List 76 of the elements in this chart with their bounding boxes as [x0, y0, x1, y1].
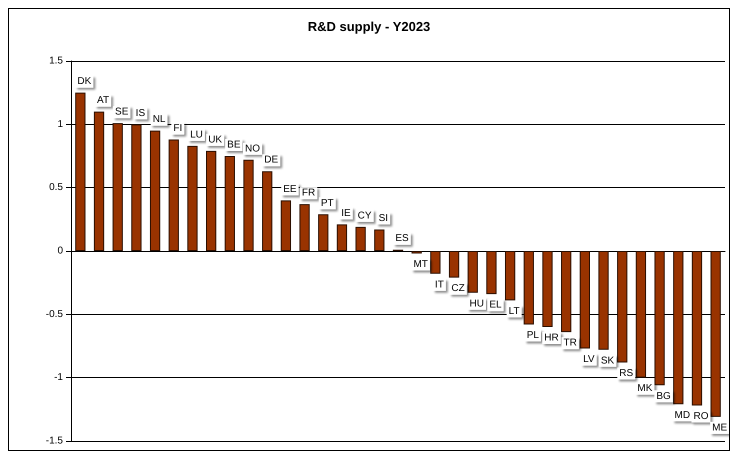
bar — [243, 160, 254, 251]
x-tick-label: IS — [136, 108, 146, 119]
x-tick-label: PT — [320, 198, 334, 209]
x-tick-label: SE — [115, 106, 129, 118]
bar — [673, 251, 684, 404]
y-tick-label: -1 — [54, 372, 64, 384]
bar — [504, 251, 516, 300]
bar — [224, 156, 235, 251]
x-tick-label: NL — [152, 114, 166, 126]
bar — [542, 251, 553, 327]
bar — [131, 124, 142, 251]
x-tick-label: BG — [656, 390, 672, 402]
bar — [710, 251, 721, 417]
x-tick-label: LU — [190, 129, 203, 140]
x-tick-label: RO — [693, 411, 709, 422]
x-tick-label: AT — [97, 95, 110, 106]
x-tick-label: IT — [434, 279, 444, 290]
x-tick-label: ES — [395, 233, 409, 244]
x-tick-label: IE — [341, 208, 351, 219]
bar — [692, 251, 702, 406]
bar — [561, 251, 572, 332]
y-tick-label: 0 — [57, 246, 64, 256]
y-tick-label: 1.5 — [49, 56, 64, 66]
y-tick-label: -0.5 — [46, 308, 64, 320]
bar — [187, 146, 198, 251]
bar — [299, 204, 310, 251]
bar — [75, 92, 86, 251]
x-tick-label: EE — [283, 184, 297, 195]
bar — [617, 251, 628, 362]
bar — [336, 224, 348, 251]
bar — [430, 251, 441, 274]
x-tick-label: SI — [378, 212, 388, 224]
x-tick-label: MK — [637, 383, 653, 394]
bar — [486, 251, 497, 294]
x-tick-label: FR — [302, 188, 316, 199]
bar — [654, 251, 665, 386]
x-tick-label: CZ — [451, 283, 465, 294]
x-tick-label: DE — [264, 154, 278, 166]
x-tick-label: LV — [583, 354, 595, 366]
x-tick-label: BE — [227, 140, 241, 150]
x-tick-label: LT — [508, 306, 520, 317]
x-tick-label: HU — [470, 298, 484, 310]
bar — [168, 140, 179, 251]
x-tick-label: PL — [526, 330, 540, 341]
x-tick-label: HR — [544, 332, 559, 344]
bar — [94, 112, 104, 251]
bar — [280, 200, 292, 251]
bar — [374, 229, 384, 251]
y-tick-label: 0.5 — [49, 182, 64, 194]
bar — [206, 150, 216, 251]
bar — [598, 251, 609, 350]
chart-title: R&D supply - Y2023 — [308, 19, 430, 34]
x-tick-label: EL — [489, 300, 502, 311]
bar — [468, 251, 478, 293]
x-tick-label: MT — [413, 259, 428, 270]
bar — [318, 214, 328, 251]
x-tick-label: RS — [619, 368, 634, 379]
x-tick-label: FI — [173, 123, 182, 134]
y-tick-label: -1.5 — [46, 436, 64, 446]
x-tick-label: ME — [712, 422, 728, 434]
bar — [150, 130, 160, 251]
x-tick-label: DK — [77, 76, 92, 88]
x-tick-label: MD — [674, 410, 690, 421]
bar — [112, 123, 123, 251]
x-tick-label: SK — [600, 355, 615, 366]
bar — [262, 171, 272, 251]
x-tick-label: UK — [208, 134, 222, 146]
y-tick-label: 1 — [57, 118, 64, 130]
bar — [448, 251, 460, 278]
x-tick-label: TR — [564, 338, 577, 349]
bar — [636, 251, 646, 378]
bar — [355, 226, 366, 251]
bar — [580, 251, 590, 349]
x-tick-label: NO — [245, 143, 260, 154]
x-tick-label: CY — [358, 210, 372, 222]
bar — [524, 251, 534, 324]
